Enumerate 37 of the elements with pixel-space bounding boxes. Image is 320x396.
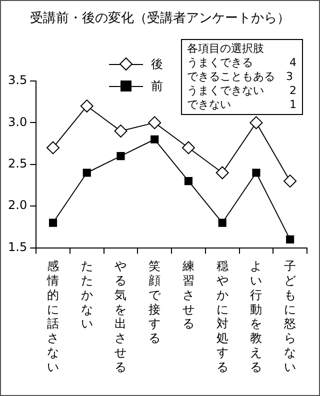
point — [80, 100, 94, 113]
chart-title: 受講前・後の変化（受講者アンケートから） — [29, 10, 291, 27]
point — [114, 124, 128, 138]
point — [150, 135, 159, 144]
point — [184, 177, 193, 186]
point — [148, 116, 162, 130]
x-tick-label: たたかない — [80, 259, 93, 331]
annotation: できない 1 — [187, 98, 296, 112]
point — [216, 166, 229, 180]
legend-label: 後 — [151, 56, 163, 72]
x-tick-label: 子どもに怒らない — [283, 259, 296, 374]
point — [286, 235, 294, 244]
point — [182, 141, 195, 154]
x-tick-label: やる気を出させる — [114, 259, 127, 374]
annotation: うまくできない 2 — [187, 84, 296, 98]
point — [250, 116, 263, 130]
legend-label: 前 — [151, 78, 163, 94]
text: 各項目の選択肢 — [187, 42, 265, 56]
y-tick-label: 3.5 — [8, 73, 28, 88]
point — [48, 218, 58, 227]
text: うまくできる 4 — [187, 56, 296, 70]
x-tick-label: 穏やかに対処する — [216, 259, 228, 374]
annotation: できることもある 3 — [187, 70, 294, 84]
point — [284, 174, 297, 188]
y-tick-label: 2.5 — [8, 156, 28, 171]
point — [252, 168, 260, 177]
point — [116, 152, 125, 160]
y-tick-label: 3.0 — [8, 114, 28, 129]
point — [46, 141, 60, 154]
x-tick-label: よい行動を教える — [250, 259, 262, 374]
point — [82, 168, 91, 177]
y-tick-label: 2.0 — [8, 198, 28, 212]
y-tick-label: 1.5 — [8, 240, 28, 254]
point — [218, 218, 226, 227]
x-tick-label: 練習させる — [181, 259, 194, 331]
x-tick-label: 笑顔で接する — [148, 259, 162, 346]
x-tick-label: 感情的に話さない — [46, 259, 60, 374]
